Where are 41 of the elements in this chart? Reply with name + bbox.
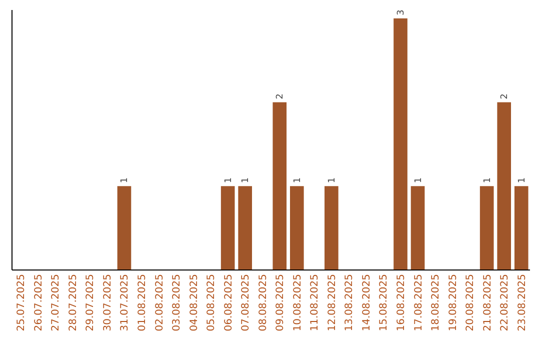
x-tick-label: 29.07.2025 — [85, 274, 96, 332]
x-tick-label: 13.08.2025 — [344, 274, 356, 332]
x-tick-label: 05.08.2025 — [206, 274, 218, 332]
data-label: 1 — [292, 177, 303, 184]
data-label: 1 — [241, 177, 252, 184]
x-tick-label: 30.07.2025 — [102, 274, 114, 332]
data-label: 3 — [396, 10, 406, 16]
x-tick-label: 07.08.2025 — [240, 274, 252, 332]
x-tick-label: 16.08.2025 — [396, 274, 407, 332]
x-tick-label: 31.07.2025 — [120, 274, 131, 332]
data-label: 1 — [517, 177, 528, 184]
x-tick-label: 10.08.2025 — [292, 274, 304, 332]
data-label: 2 — [500, 94, 510, 100]
x-tick-label: 08.08.2025 — [258, 274, 269, 332]
x-tick-label: 17.08.2025 — [413, 274, 424, 332]
x-tick-label: 19.08.2025 — [448, 274, 459, 332]
x-tick-label: 20.08.2025 — [465, 274, 476, 332]
x-tick-label: 27.07.2025 — [50, 274, 62, 332]
x-tick-label: 26.07.2025 — [33, 274, 44, 332]
x-tick-label: 18.08.2025 — [430, 274, 442, 332]
x-tick-label: 14.08.2025 — [361, 274, 372, 332]
x-tick-label: 04.08.2025 — [188, 274, 200, 332]
x-tick-label: 11.08.2025 — [310, 274, 321, 332]
data-label: 2 — [276, 94, 286, 100]
data-label: 1 — [120, 177, 130, 184]
x-tick-label: 09.08.2025 — [275, 274, 286, 332]
x-tick-label: 23.08.2025 — [516, 274, 528, 332]
data-label: 1 — [327, 177, 338, 184]
x-tick-label: 22.08.2025 — [500, 274, 511, 332]
data-label: 1 — [414, 177, 424, 184]
x-tick-label: 21.08.2025 — [482, 274, 494, 332]
data-label: 1 — [224, 177, 234, 184]
data-label: 1 — [482, 177, 493, 184]
x-tick-label: 01.08.2025 — [137, 274, 148, 332]
x-tick-label: 15.08.2025 — [378, 274, 390, 332]
x-tick-label: 03.08.2025 — [172, 274, 183, 332]
x-tick-label: 12.08.2025 — [326, 274, 338, 332]
x-tick-label: 25.07.2025 — [16, 274, 28, 332]
x-tick-label: 28.07.2025 — [68, 274, 79, 332]
x-tick-label: 06.08.2025 — [223, 274, 234, 332]
x-tick-label: 02.08.2025 — [154, 274, 166, 332]
